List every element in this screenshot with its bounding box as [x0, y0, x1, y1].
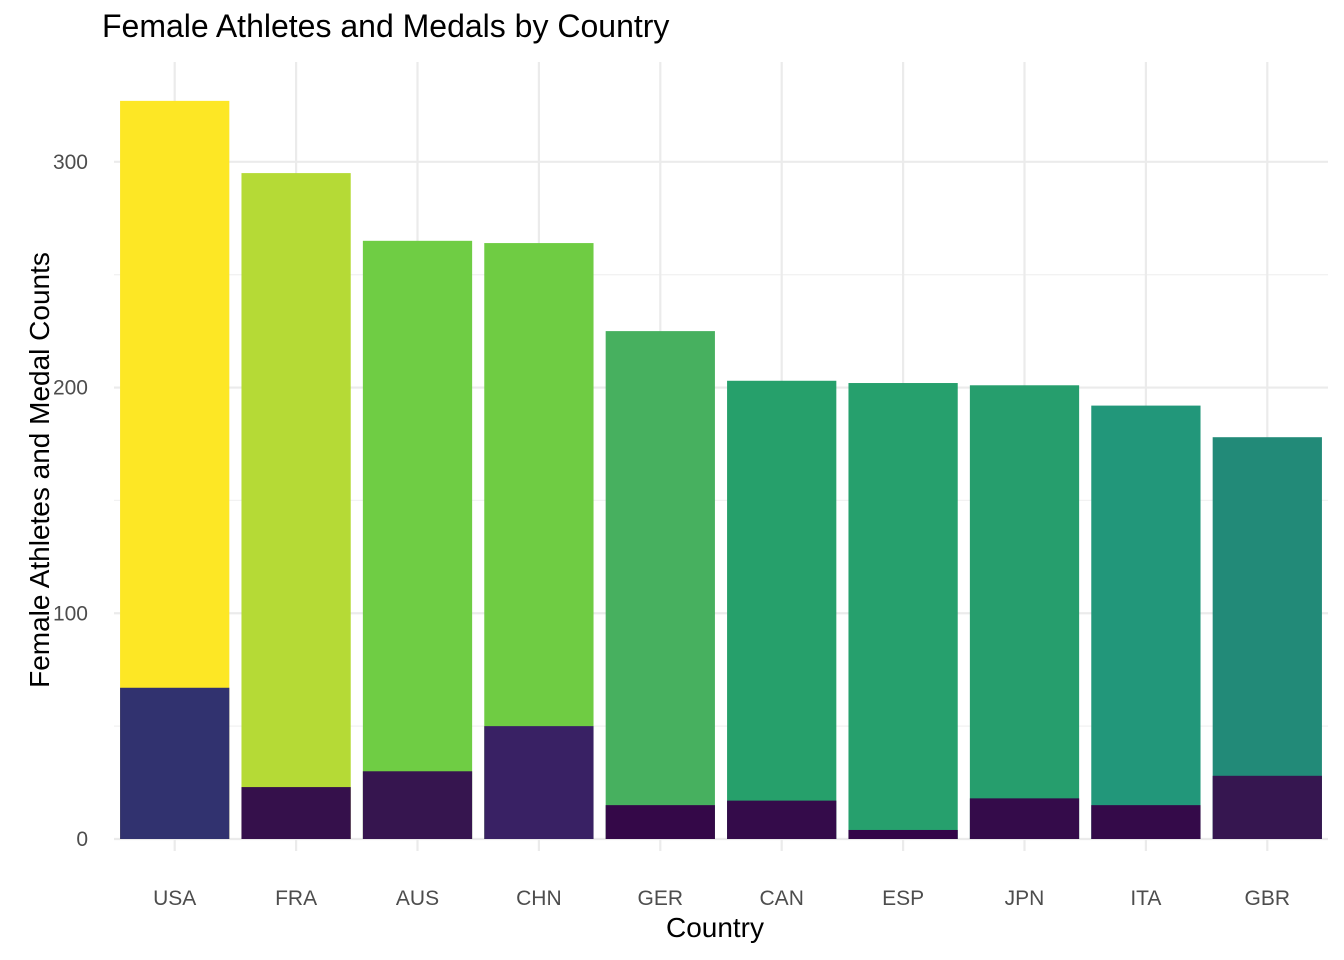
- bar-medals: [362, 771, 473, 839]
- bar-medals: [1212, 775, 1322, 839]
- x-tick-label: JPN: [1005, 887, 1045, 910]
- bar-medals: [605, 805, 715, 839]
- x-axis-label: Country: [665, 912, 765, 943]
- bar-total: [362, 240, 473, 840]
- y-tick-label: 200: [53, 377, 88, 400]
- x-tick-label: USA: [153, 887, 196, 910]
- x-tick-label: GER: [638, 887, 684, 910]
- bar-total: [605, 331, 715, 839]
- bar-medals: [120, 687, 230, 839]
- bar-medals: [241, 787, 351, 839]
- y-tick-label: 0: [76, 828, 88, 851]
- chart-title: Female Athletes and Medals by Country: [102, 8, 670, 44]
- y-tick-label: 100: [53, 602, 88, 625]
- x-tick-label: ITA: [1130, 887, 1161, 910]
- x-tick-label: ESP: [882, 887, 924, 910]
- bar-total: [241, 173, 351, 839]
- x-tick-label: AUS: [396, 887, 439, 910]
- bar-total: [848, 383, 958, 839]
- x-tick-label: FRA: [275, 887, 317, 910]
- x-tick-label: CHN: [516, 887, 562, 910]
- x-tick-label: GBR: [1245, 887, 1291, 910]
- bar-medals: [484, 726, 594, 839]
- y-tick-label: 300: [53, 151, 88, 174]
- bar-medals: [727, 800, 837, 839]
- x-tick-label: CAN: [760, 887, 804, 910]
- bar-total: [727, 380, 837, 839]
- bar-total: [1212, 437, 1322, 839]
- bar-total: [1091, 405, 1201, 839]
- bar-medals: [969, 798, 1080, 839]
- bar-total: [969, 385, 1080, 839]
- bar-medals: [848, 829, 958, 839]
- bar-medals: [1091, 805, 1201, 839]
